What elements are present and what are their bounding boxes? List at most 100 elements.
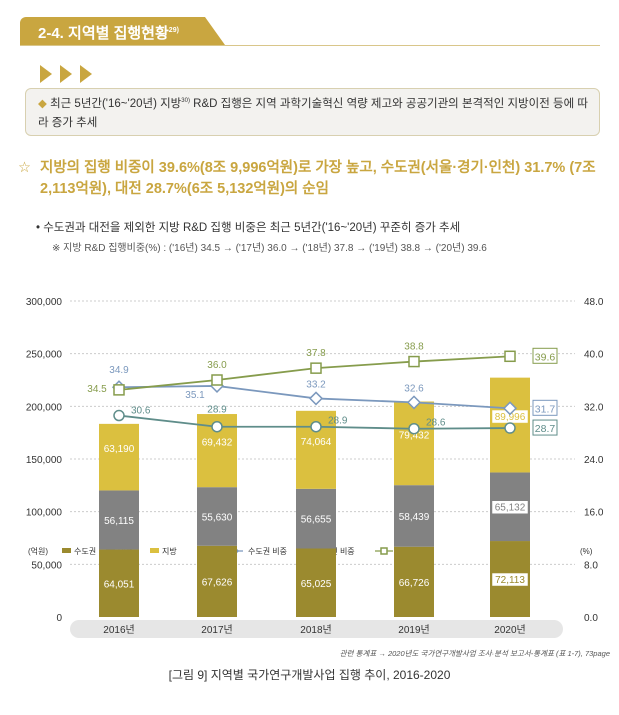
legend-swatch xyxy=(150,548,159,553)
line-marker xyxy=(211,374,223,386)
x-tick-label: 2019년 xyxy=(398,624,429,636)
data-label-box xyxy=(491,572,529,587)
line-marker xyxy=(502,401,518,416)
bar-daejeon xyxy=(99,490,139,550)
line-data-label: 34.5 xyxy=(87,384,107,395)
source-note: 관련 통계표 → 2020년도 국가연구개발사업 조사·분석 보고서-통계표 (… xyxy=(339,649,610,658)
legend-label: 수도권 비중 xyxy=(248,546,287,556)
bar-data-label: 74,064 xyxy=(301,437,332,448)
section-title: 2-4. 지역별 집행현황29) xyxy=(20,17,225,45)
headline: ☆ 지방의 집행 비중이 39.6%(8조 9,996억원)로 가장 높고, 수도… xyxy=(18,158,618,200)
right-tick-label: 0.0 xyxy=(584,613,598,624)
x-tick-label: 2020년 xyxy=(494,624,525,636)
x-tick-label: 2016년 xyxy=(103,624,134,636)
bar-sudogwon xyxy=(99,549,139,617)
x-tick-label: 2018년 xyxy=(300,624,331,636)
summary-text: 최근 5년간('16~'20년) 지방 xyxy=(50,97,182,110)
line-marker xyxy=(308,391,324,406)
legend-label: 수도권 xyxy=(74,546,96,556)
bar-daejeon xyxy=(296,488,336,549)
line-data-label: 39.6 xyxy=(535,351,556,363)
line-marker xyxy=(408,355,420,368)
footnote-ref: 30) xyxy=(181,98,190,104)
bar-data-label: 65,132 xyxy=(495,503,526,514)
line-data-label: 30.6 xyxy=(131,406,151,417)
left-tick-label: 250,000 xyxy=(26,350,63,361)
star-icon: ☆ xyxy=(18,160,31,176)
bar-data-label: 79,432 xyxy=(399,430,430,441)
bar-data-label: 67,626 xyxy=(202,577,233,588)
arrow-icon xyxy=(60,65,72,83)
left-tick-label: 300,000 xyxy=(26,297,63,308)
bar-data-label: 66,726 xyxy=(399,578,430,589)
line-marker xyxy=(310,362,322,374)
footnote-ref: 29) xyxy=(168,27,179,34)
note-text: ※ 지방 R&D 집행비중(%) : ('16년) 34.5 → ('17년) … xyxy=(52,243,487,254)
line-data-label: 28.6 xyxy=(426,418,446,429)
line-data-label: 38.8 xyxy=(404,342,424,353)
left-tick-label: 50,000 xyxy=(31,560,62,571)
left-tick-label: 0 xyxy=(56,613,62,624)
line-marker xyxy=(211,420,223,433)
divider xyxy=(20,45,600,46)
line-data-label: 35.1 xyxy=(185,390,205,401)
bar-data-label: 56,115 xyxy=(104,516,134,527)
bar-jibang xyxy=(99,423,139,491)
section-title-text: 2-4. 지역별 집행현황 xyxy=(38,25,169,42)
line-marker xyxy=(406,395,422,410)
bar-data-label: 58,439 xyxy=(399,512,430,523)
bar-sudogwon xyxy=(197,545,237,617)
line-marker xyxy=(504,422,516,434)
left-axis-unit: (억원) xyxy=(28,546,48,556)
summary-box: ◆ 최근 5년간('16~'20년) 지방30) R&D 집행은 지역 과학기술… xyxy=(25,88,600,136)
bullet-text: • 수도권과 대전을 제외한 지방 R&D 집행 비중은 최근 5년간('16~… xyxy=(36,222,461,234)
data-label-box xyxy=(532,419,558,436)
line-data-label: 28.7 xyxy=(535,423,556,435)
data-label-box xyxy=(532,347,558,364)
line-marker xyxy=(310,420,322,433)
left-tick-label: 100,000 xyxy=(26,508,63,519)
line-data-label: 32.6 xyxy=(404,383,424,394)
line-marker xyxy=(408,422,420,435)
right-tick-label: 48.0 xyxy=(584,297,604,308)
arrow-icon xyxy=(80,65,92,83)
line-marker xyxy=(113,384,125,396)
legend-label: 대전 비중 xyxy=(323,546,355,556)
legend-label: 지방 xyxy=(162,546,177,556)
line-data-label: 28.9 xyxy=(328,416,348,427)
bar-data-label: 63,190 xyxy=(104,444,135,455)
bar-data-label: 89,996 xyxy=(495,412,526,423)
legend-marker xyxy=(380,547,388,555)
line-marker xyxy=(113,409,125,422)
line-data-label: 28.9 xyxy=(207,405,227,416)
right-tick-label: 24.0 xyxy=(584,455,604,466)
summary-text: R&D 집행은 지역 과학기술혁신 역량 제고와 공공기관의 본격적인 지방이전… xyxy=(38,97,588,129)
x-axis-band xyxy=(70,620,563,638)
bar-data-label: 64,051 xyxy=(104,579,135,590)
right-tick-label: 32.0 xyxy=(584,402,604,413)
bar-data-label: 72,113 xyxy=(495,575,525,586)
figure-caption: [그림 9] 지역별 국가연구개발사업 집행 추이, 2016-2020 xyxy=(168,668,451,682)
chart: 0 0.0 50,000 8.0 100,000 16.0 150,000 24.0 200,0… xyxy=(26,297,604,638)
x-tick-label: 2017년 xyxy=(201,624,232,636)
diamond-icon: ◆ xyxy=(38,97,47,110)
left-tick-label: 150,000 xyxy=(26,455,63,466)
bar-data-label: 55,630 xyxy=(202,512,233,523)
bar-data-label: 65,025 xyxy=(301,579,332,590)
legend-swatch xyxy=(62,548,71,553)
bar-sudogwon xyxy=(394,546,434,617)
headline-text: 지방의 집행 비중이 39.6%(8조 9,996억원)로 가장 높고, 수도권… xyxy=(40,160,596,197)
bar-data-label: 69,432 xyxy=(202,438,233,449)
bar-jibang xyxy=(394,401,434,486)
data-label-box xyxy=(491,500,529,514)
line-data-label: 31.7 xyxy=(535,403,556,415)
data-label-box xyxy=(532,399,558,416)
line-data-label: 34.9 xyxy=(109,365,129,376)
bar-sudogwon xyxy=(296,548,336,617)
line-data-label: 33.2 xyxy=(306,379,326,390)
right-axis-unit: (%) xyxy=(580,547,593,556)
right-tick-label: 40.0 xyxy=(584,350,604,361)
bar-daejeon xyxy=(394,485,434,547)
bar-daejeon xyxy=(197,487,237,546)
right-tick-label: 16.0 xyxy=(584,508,604,519)
